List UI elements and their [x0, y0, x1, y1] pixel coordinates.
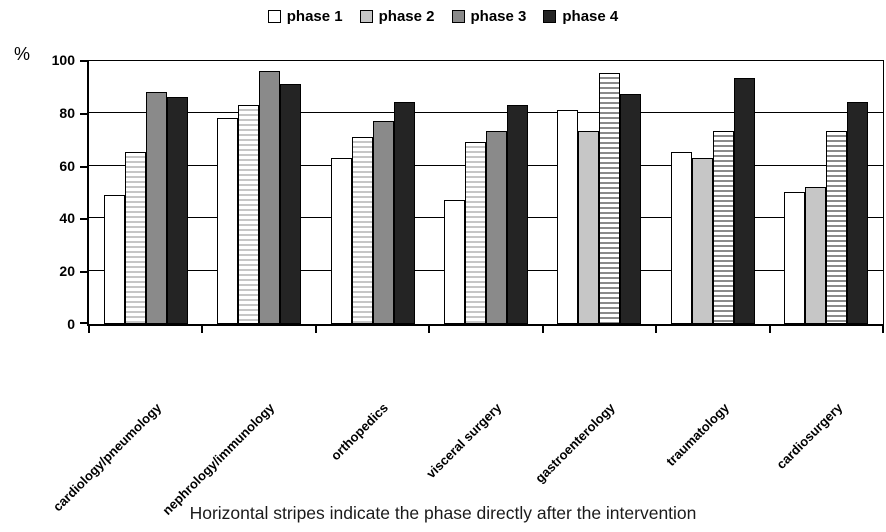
- y-axis-tick-label: 60: [59, 157, 75, 174]
- chart-legend: phase 1 phase 2 phase 3 phase 4: [0, 8, 886, 25]
- bar-phase-4-1: [166, 96, 188, 324]
- bar-phase-1-4: [444, 199, 465, 324]
- legend-swatch-icon: [451, 10, 465, 23]
- gridline-100: [89, 60, 883, 61]
- legend-item-1: phase 1: [267, 8, 343, 25]
- bar-phase-2-3-striped: [351, 136, 373, 324]
- bar-phase-3-3: [372, 120, 394, 324]
- y-axis-tick-label: 0: [67, 316, 75, 332]
- legend-item-label: phase 2: [378, 8, 435, 25]
- legend-item-label: phase 1: [286, 8, 343, 25]
- bar-phase-3-1: [145, 91, 167, 324]
- bar-phase-2-6: [691, 157, 713, 324]
- legend-item-4: phase 4: [543, 8, 618, 25]
- bar-phase-2-4-striped: [465, 141, 486, 324]
- bar-phase-4-6: [733, 78, 755, 324]
- x-axis-tick: [88, 326, 90, 333]
- y-axis-tick: [80, 60, 89, 62]
- legend-item-3: phase 3: [451, 8, 527, 25]
- bar-phase-4-5: [620, 94, 642, 324]
- legend-swatch-icon: [267, 10, 281, 23]
- bar-phase-2-2-striped: [238, 104, 260, 324]
- x-axis-tick: [428, 326, 431, 333]
- category-label: traumatology: [662, 400, 732, 469]
- bar-phase-1-5: [557, 110, 579, 324]
- y-axis-tick-label: 100: [51, 52, 75, 68]
- bar-phase-1-6: [670, 152, 692, 324]
- bar-phase-2-7: [805, 186, 827, 324]
- bar-phase-1-1: [103, 194, 125, 324]
- bar-phase-1-2: [217, 118, 239, 324]
- category-label: nephrology/immunology: [159, 400, 278, 518]
- bar-phase-3-6-striped: [712, 131, 734, 324]
- bar-phase-4-4: [507, 104, 528, 324]
- x-axis-tick: [882, 326, 884, 333]
- bar-phase-4-7: [847, 102, 869, 324]
- bar-phase-3-2: [259, 70, 281, 324]
- x-axis-tick: [655, 326, 658, 333]
- y-axis-tick: [80, 218, 89, 221]
- legend-swatch-icon: [359, 10, 373, 23]
- category-label: orthopedics: [327, 400, 392, 464]
- x-axis-tick: [314, 326, 317, 333]
- category-label: visceral surgery: [423, 400, 505, 482]
- bar-phase-1-3: [330, 157, 352, 324]
- category-label: cardiosurgery: [772, 400, 845, 472]
- bar-phase-4-3: [393, 102, 415, 324]
- legend-item-2: phase 2: [359, 8, 435, 25]
- legend-item-label: phase 3: [470, 8, 527, 25]
- y-axis-tick: [80, 322, 89, 324]
- y-axis-tick: [80, 112, 89, 115]
- gridline-80: [89, 111, 883, 113]
- bar-phase-1-7: [784, 192, 806, 324]
- bar-phase-3-4: [486, 131, 507, 324]
- y-axis-tick: [80, 165, 89, 168]
- chart-caption: Horizontal stripes indicate the phase di…: [189, 503, 697, 523]
- legend-item-label: phase 4: [562, 8, 619, 25]
- bar-phase-3-5-striped: [599, 73, 621, 324]
- x-axis-tick: [541, 326, 544, 333]
- x-axis-tick: [201, 326, 204, 333]
- bar-phase-3-7-striped: [826, 131, 848, 324]
- bar-phase-2-1-striped: [124, 152, 146, 324]
- y-axis-tick-label: 80: [59, 104, 75, 121]
- category-label: cardiology/pneumology: [50, 400, 165, 515]
- bar-phase-2-5: [578, 131, 600, 324]
- y-axis-tick-label: 40: [59, 210, 75, 227]
- x-axis-tick: [768, 326, 771, 333]
- y-axis-tick-label: 20: [59, 263, 75, 280]
- y-axis-unit-label: %: [14, 44, 31, 64]
- legend-swatch-icon: [543, 10, 557, 23]
- y-axis-tick: [80, 271, 89, 274]
- plot-area: 0 20 40 60 80 100 cardiology/pneumology nephrol…: [50, 52, 884, 518]
- bar-phase-4-2: [280, 83, 302, 324]
- category-label: gastroenterology: [532, 400, 619, 486]
